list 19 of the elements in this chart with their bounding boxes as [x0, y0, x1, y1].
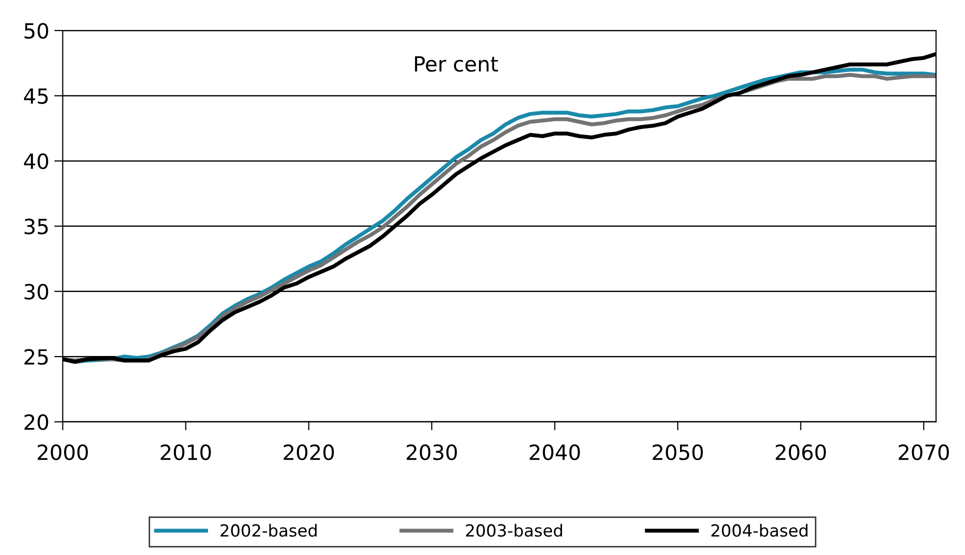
annotation: Per cent	[415, 56, 498, 72]
y-tick-label: 35	[24, 218, 48, 234]
y-tick-label: 40	[24, 153, 48, 170]
legend-label: 2004-based	[711, 524, 808, 537]
x-tick-label: 2030	[406, 444, 457, 460]
x-tick-label: 2020	[284, 444, 334, 460]
y-tick-label: 20	[24, 414, 48, 430]
x-tick-label: 2040	[530, 444, 580, 460]
x-tick-label: 2060	[776, 444, 826, 460]
y-tick-label: 45	[24, 88, 48, 104]
y-tick-label: 30	[24, 284, 48, 300]
x-tick-label: 2070	[898, 444, 949, 460]
y-tick-label: 25	[24, 349, 48, 365]
x-tick-label: 2050	[652, 444, 703, 460]
x-tick-label: 2010	[160, 444, 211, 460]
legend-label: 2002-based	[220, 524, 317, 537]
y-tick-label: 50	[24, 22, 48, 39]
x-tick-label: 2000	[38, 444, 88, 460]
legend-label: 2003-based	[466, 524, 562, 537]
